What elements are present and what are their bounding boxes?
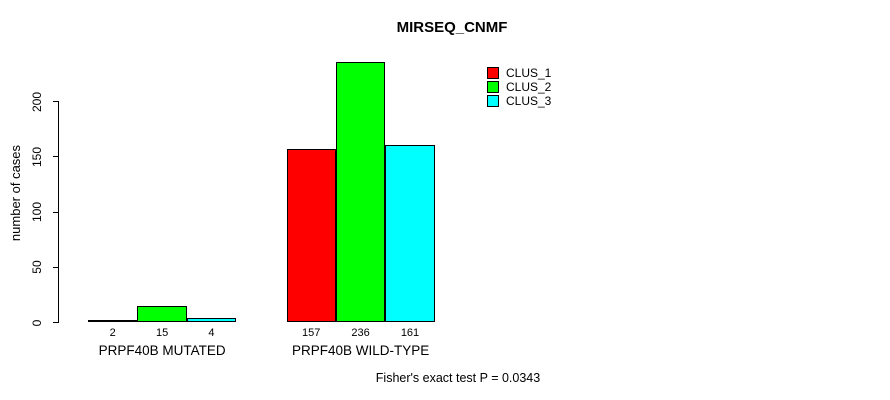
y-tick-mark <box>53 322 59 323</box>
bar-clus_2-group1 <box>137 305 187 323</box>
y-tick-label: 150 <box>30 146 44 167</box>
bar-clus_1-group1 <box>88 320 138 323</box>
bar-value-label: 4 <box>208 327 215 339</box>
y-axis-label: number of cases <box>7 144 23 242</box>
legend: CLUS_1 CLUS_2 CLUS_3 <box>487 66 551 108</box>
bar-value-label: 157 <box>302 327 321 339</box>
y-tick-label: 100 <box>30 201 44 223</box>
legend-label: CLUS_1 <box>506 66 552 80</box>
legend-label: CLUS_2 <box>506 80 552 94</box>
bar-value-label: 2 <box>109 327 116 339</box>
bar-value-label: 161 <box>400 327 420 339</box>
chart-title: MIRSEQ_CNMF <box>396 19 508 36</box>
bar-clus_3-group1 <box>186 318 237 323</box>
y-tick-label: 50 <box>30 260 44 274</box>
legend-swatch-clus_2 <box>487 81 499 93</box>
y-tick-label: 200 <box>30 91 44 112</box>
legend-item-clus_3: CLUS_3 <box>487 94 551 108</box>
y-tick-mark <box>53 101 59 102</box>
legend-swatch-clus_1 <box>487 67 499 79</box>
legend-label: CLUS_3 <box>506 94 552 108</box>
legend-swatch-clus_3 <box>487 95 499 107</box>
legend-item-clus_1: CLUS_1 <box>487 66 551 80</box>
y-tick-mark <box>53 211 59 213</box>
bar-clus_2-group2 <box>335 61 386 323</box>
bar-clus_3-group2 <box>385 144 435 323</box>
category-label: PRPF40B MUTATED <box>98 343 226 358</box>
legend-item-clus_2: CLUS_2 <box>487 80 551 94</box>
y-tick-mark <box>53 266 59 268</box>
bar-value-label: 15 <box>155 327 169 339</box>
fisher-test-note: Fisher's exact test P = 0.0343 <box>375 371 541 385</box>
bar-clus_1-group2 <box>286 149 336 323</box>
bar-value-label: 236 <box>351 327 370 339</box>
y-tick-mark <box>53 156 59 158</box>
category-label: PRPF40B WILD-TYPE <box>291 343 430 358</box>
y-tick-label: 0 <box>30 319 44 326</box>
